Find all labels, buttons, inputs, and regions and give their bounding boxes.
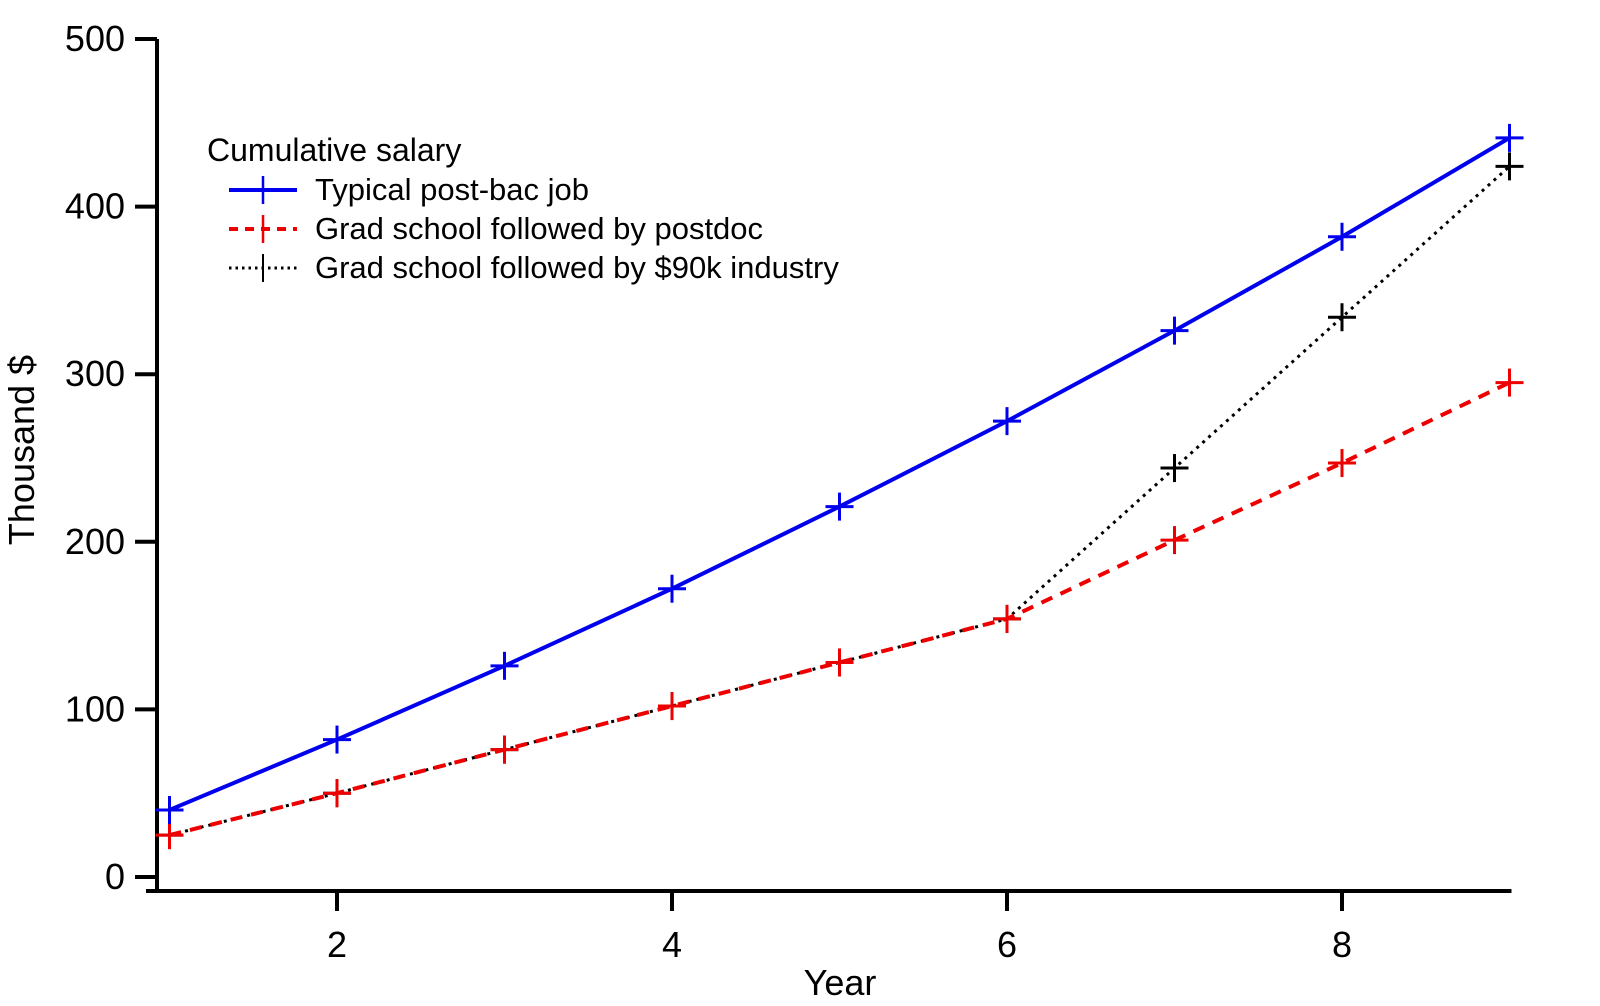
legend-label: Typical post-bac job <box>315 171 589 207</box>
x-tick-label: 4 <box>662 924 682 965</box>
x-tick-label: 8 <box>1332 924 1352 965</box>
legend-label: Grad school followed by postdoc <box>315 210 764 246</box>
y-tick-label: 500 <box>65 18 125 59</box>
legend-title: Cumulative salary <box>207 132 462 168</box>
solid-line-plus-marker-icon <box>229 175 297 204</box>
x-tick-label: 6 <box>997 924 1017 965</box>
series-line <box>169 380 1511 838</box>
y-tick-label: 100 <box>65 688 125 729</box>
legend-item-post-bac: Typical post-bac job <box>207 170 839 209</box>
y-tick-label: 0 <box>105 856 125 897</box>
legend-label: Grad school followed by $90k industry <box>315 249 839 285</box>
y-axis-title: Thousand $ <box>1 354 42 546</box>
x-axis-title: Year <box>803 962 877 1003</box>
dotted-line-plus-marker-icon <box>229 253 297 282</box>
legend: Cumulative salary Typical post-bac job G… <box>207 130 839 287</box>
legend-item-90k-industry: Grad school followed by $90k industry <box>207 248 839 287</box>
y-tick-label: 400 <box>65 186 125 227</box>
legend-item-postdoc: Grad school followed by postdoc <box>207 209 839 248</box>
y-tick-label: 200 <box>65 521 125 562</box>
x-tick-label: 2 <box>327 924 347 965</box>
dashed-line-plus-marker-icon <box>229 214 297 243</box>
y-tick-label: 300 <box>65 353 125 394</box>
series-line <box>169 165 1511 837</box>
